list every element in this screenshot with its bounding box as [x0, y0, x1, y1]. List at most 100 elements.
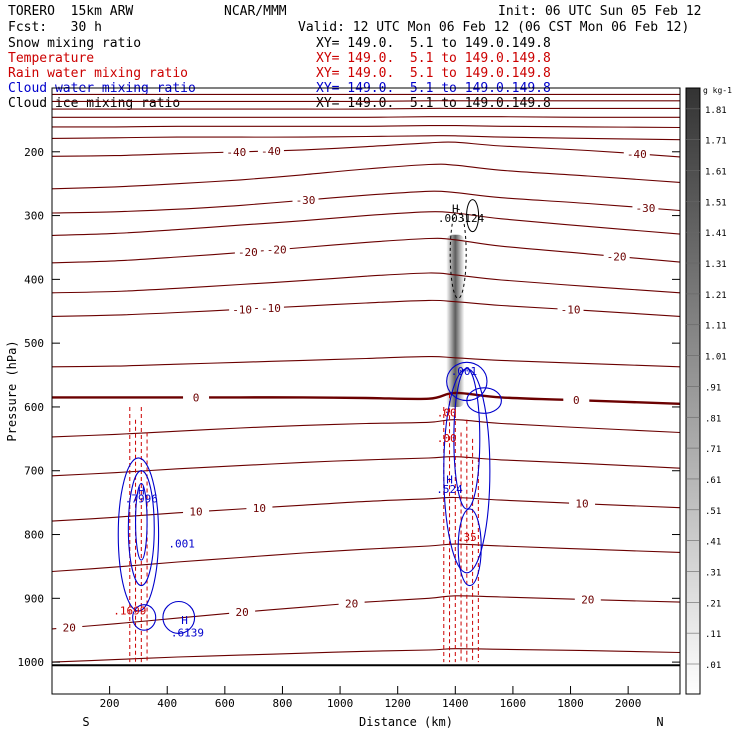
temperature-contour: [52, 163, 680, 190]
y-axis-label: Pressure (hPa): [5, 340, 19, 441]
field-cloud-ice-xy: XY= 149.0. 5.1 to 149.0.149.8: [316, 96, 551, 111]
temperature-contour: [52, 356, 680, 368]
valid-time: Valid: 12 UTC Mon 06 Feb 12 (06 CST Mon …: [298, 20, 690, 35]
temperature-label: 20: [581, 594, 594, 607]
field-snow: Snow mixing ratio: [8, 36, 142, 51]
temperature-label: 10: [253, 502, 266, 515]
x-tick-label: 600: [215, 697, 235, 710]
temperature-label: 20: [236, 606, 249, 619]
y-tick-label: 400: [24, 273, 44, 286]
cloud-water-contour: [466, 387, 502, 414]
temperature-label-bg: [569, 497, 596, 510]
y-tick-label: 500: [24, 337, 44, 350]
temperature-label-bg: [338, 597, 365, 610]
cloud-water-contour: [453, 368, 481, 510]
temperature-label-bg: [183, 391, 210, 404]
high-marker: H: [446, 473, 453, 486]
temperature-label: -10: [261, 302, 281, 315]
model-title: TORERO 15km ARW: [8, 4, 134, 19]
temperature-label-bg: [557, 303, 584, 316]
cloud-water-contour: [117, 457, 160, 612]
colorbar-label: .51: [705, 507, 721, 517]
x-tick-label: 1600: [500, 697, 527, 710]
colorbar-label: .81: [705, 414, 721, 424]
field-temperature-xy: XY= 149.0. 5.1 to 149.0.149.8: [316, 51, 551, 66]
high-marker: H: [452, 202, 459, 215]
colorbar-label: 1.51: [705, 198, 727, 208]
y-tick-label: 700: [24, 465, 44, 478]
colorbar-label: .11: [705, 630, 721, 640]
colorbar-label: .41: [705, 538, 721, 548]
temperature-label-bg: [603, 250, 630, 263]
temperature-contour: [52, 237, 680, 264]
north-label: N: [656, 715, 663, 729]
colorbar-label: .71: [705, 445, 721, 455]
colorbar-label: 1.71: [705, 137, 727, 147]
y-tick-label: 200: [24, 146, 44, 159]
x-tick-label: 1200: [384, 697, 411, 710]
temperature-label-bg: [292, 194, 319, 207]
x-tick-label: 200: [100, 697, 120, 710]
temperature-label: -40: [627, 148, 647, 161]
temperature-label-bg: [263, 243, 290, 256]
x-tick-label: 2000: [615, 697, 642, 710]
cloud-water-label: .6139: [171, 627, 204, 640]
rain-water-label: .00: [437, 407, 457, 420]
cloud-water-contour: [132, 604, 157, 631]
temperature-contour: [52, 116, 680, 118]
temperature-contour: [52, 107, 680, 110]
temperature-label: -40: [226, 146, 246, 159]
cloud-water-contour: [457, 508, 482, 587]
temperature-label: 20: [63, 622, 76, 635]
south-label: S: [82, 715, 89, 729]
x-tick-label: 1400: [442, 697, 469, 710]
colorbar-label: 1.41: [705, 229, 727, 239]
temperature-label-bg: [183, 505, 210, 518]
field-rain-xy: XY= 149.0. 5.1 to 149.0.149.8: [316, 66, 551, 81]
temperature-label: 0: [573, 394, 580, 407]
temperature-contour: [52, 496, 680, 522]
temperature-contour: [52, 456, 680, 477]
x-axis-label: Distance (km): [359, 715, 453, 729]
temperature-contour: [52, 100, 680, 102]
rain-water-label: .35: [457, 531, 477, 544]
colorbar-label: 1.21: [705, 291, 727, 301]
temperature-contour: [52, 419, 680, 438]
colorbar-label: 1.01: [705, 353, 727, 363]
temperature-label-bg: [632, 201, 659, 214]
temperature-label: -20: [267, 244, 287, 257]
temperature-label-bg: [623, 147, 650, 160]
temperature-contour: [52, 190, 680, 214]
x-tick-label: 800: [273, 697, 293, 710]
temperature-label-bg: [257, 301, 284, 314]
temperature-label-bg: [223, 145, 250, 158]
temperature-label: -40: [261, 145, 281, 158]
temperature-contour: [52, 211, 680, 236]
temperature-label: -10: [232, 303, 252, 316]
snow-contour: [466, 199, 480, 233]
x-tick-label: 1000: [327, 697, 354, 710]
colorbar-label: .01: [705, 661, 721, 671]
field-temperature: Temperature: [8, 51, 95, 66]
temperature-label: 20: [345, 597, 358, 610]
cloud-water-contour: [162, 600, 196, 634]
temperature-contour: [52, 135, 680, 141]
temperature-label: 10: [189, 506, 202, 519]
field-rain: Rain water mixing ratio: [8, 66, 189, 81]
cloud-water-contour: [134, 482, 148, 561]
cloud-water-label: .524: [436, 483, 463, 496]
temperature-label-bg: [229, 606, 256, 619]
colorbar-label: .61: [705, 476, 721, 486]
temperature-label-bg: [56, 621, 83, 634]
high-marker: H: [138, 484, 145, 497]
field-snow-xy: XY= 149.0. 5.1 to 149.0.149.8: [316, 36, 551, 51]
temperature-contour: [52, 141, 680, 158]
temperature-label: -10: [561, 304, 581, 317]
plot-frame: [51, 87, 681, 695]
snow-label: .003124: [438, 212, 485, 225]
y-tick-label: 600: [24, 401, 44, 414]
temperature-contour: [52, 648, 680, 663]
forecast-hour: Fcst: 30 h: [8, 20, 102, 35]
temperature-contour: [52, 543, 680, 573]
